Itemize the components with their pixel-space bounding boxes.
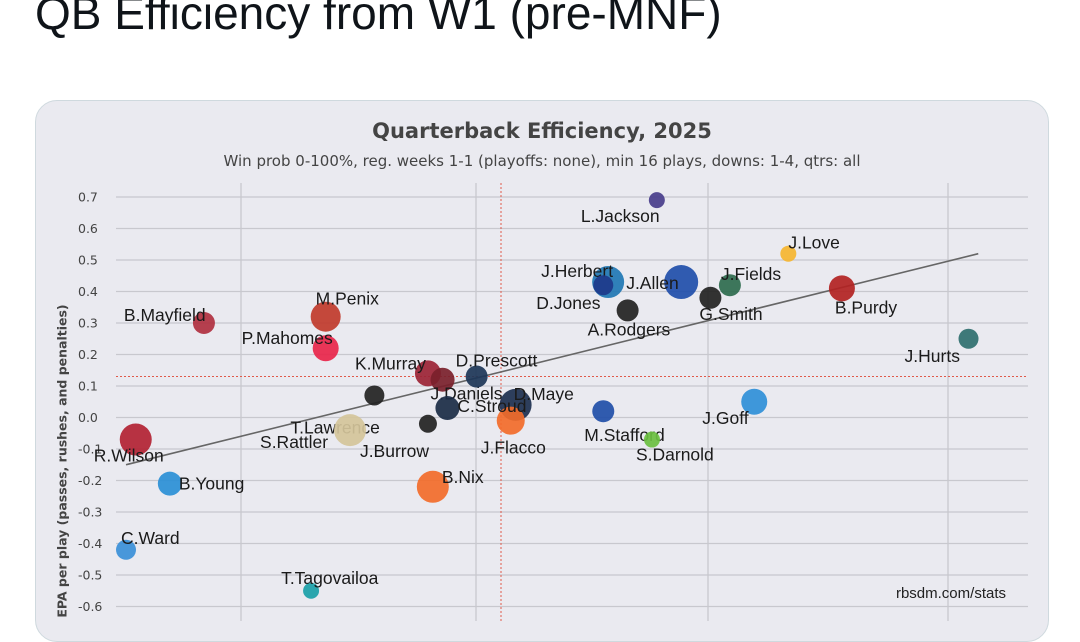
- chart-subtitle: Win prob 0-100%, reg. weeks 1-1 (playoff…: [223, 152, 861, 170]
- qb-label: T.Tagovailoa: [281, 568, 379, 588]
- qb-point: [780, 245, 797, 262]
- qb-label: J.Flacco: [481, 438, 546, 458]
- qb-point: [496, 406, 525, 435]
- qb-label: L.Jackson: [581, 206, 660, 226]
- scatter-plot: 0.7 0.6 0.5 0.4 0.3 0.2 0.1 0.0 -0.1 -0.2 -0.3 -0.4…: [78, 183, 1028, 621]
- qb-label: S.Darnold: [636, 445, 714, 465]
- qb-label: J.Love: [788, 233, 840, 253]
- y-tick-label: 0.2: [78, 347, 98, 362]
- qb-point: [119, 423, 152, 456]
- qb-label: C.Ward: [121, 528, 180, 548]
- qb-label: G.Smith: [699, 304, 762, 324]
- qb-label: D.Maye: [514, 384, 574, 404]
- qb-point: [648, 192, 665, 209]
- qb-label: A.Rodgers: [588, 319, 671, 339]
- qb-label: K.Murray: [355, 353, 426, 373]
- qb-label: J.Goff: [702, 408, 749, 428]
- qb-label: M.Penix: [316, 289, 379, 309]
- qb-label: J.Hurts: [905, 346, 961, 366]
- y-tick-label: 0.4: [78, 284, 98, 299]
- qb-label: S.Rattler: [260, 432, 328, 452]
- qb-point: [116, 539, 137, 560]
- qb-label: B.Mayfield: [124, 305, 206, 325]
- y-tick-label: 0.0: [78, 410, 98, 425]
- qb-point: [430, 367, 455, 392]
- qb-point: [664, 265, 699, 300]
- qb-label: C.Stroud: [457, 396, 526, 416]
- y-tick-label: -0.1: [78, 442, 102, 457]
- y-tick-label: -0.5: [78, 568, 102, 583]
- y-tick-label: -0.4: [78, 536, 102, 551]
- qb-point: [828, 275, 855, 302]
- qb-label: J.Fields: [721, 264, 782, 284]
- qb-label: R.Wilson: [94, 446, 164, 466]
- qb-label: B.Young: [179, 474, 245, 494]
- qb-point: [303, 582, 320, 599]
- chart-title: Quarterback Efficiency, 2025: [372, 119, 712, 143]
- qb-point: [592, 400, 615, 423]
- y-tick-label: 0.5: [78, 253, 98, 268]
- qb-point: [310, 301, 341, 332]
- qb-label: D.Prescott: [456, 351, 538, 371]
- qb-point: [418, 414, 437, 433]
- y-axis-label: EPA per play (passes, rushes, and penalt…: [54, 304, 70, 618]
- qb-point: [416, 470, 449, 503]
- qb-point: [958, 328, 979, 349]
- qb-point: [616, 299, 639, 322]
- qb-point: [643, 431, 660, 448]
- qb-point: [593, 275, 614, 296]
- qb-label: B.Nix: [442, 467, 484, 487]
- qb-point: [364, 385, 385, 406]
- qb-point: [465, 365, 488, 388]
- qb-point: [334, 414, 367, 447]
- qb-label: D.Jones: [536, 293, 600, 313]
- qb-label: B.Purdy: [835, 297, 897, 317]
- qb-label: J.Allen: [626, 273, 679, 293]
- qb-label: P.Mahomes: [242, 328, 333, 348]
- source-credit: rbsdm.com/stats: [895, 585, 1006, 602]
- qb-point: [435, 396, 460, 421]
- y-tick-label: -0.2: [78, 473, 102, 488]
- chart-card[interactable]: 0.7 0.6 0.5 0.4 0.3 0.2 0.1 0.0 -0.1 -0.2 -0.3 -0.4…: [35, 100, 1049, 642]
- qb-label: J.Burrow: [360, 441, 429, 461]
- y-tick-label: 0.6: [78, 221, 98, 236]
- post-title: QB Efficiency from W1 (pre-MNF): [35, 0, 722, 39]
- qb-point: [157, 471, 182, 496]
- y-tick-label: -0.6: [78, 599, 102, 614]
- qb-point: [718, 274, 741, 297]
- y-tick-label: 0.7: [78, 190, 98, 205]
- y-tick-label: 0.1: [78, 379, 98, 394]
- y-tick-label: -0.3: [78, 505, 102, 520]
- qb-label: J.Herbert: [541, 261, 613, 281]
- qb-point: [192, 312, 215, 334]
- qb-point: [699, 286, 722, 309]
- qb-point: [312, 335, 339, 362]
- y-tick-label: 0.3: [78, 316, 98, 331]
- qb-point: [741, 388, 768, 415]
